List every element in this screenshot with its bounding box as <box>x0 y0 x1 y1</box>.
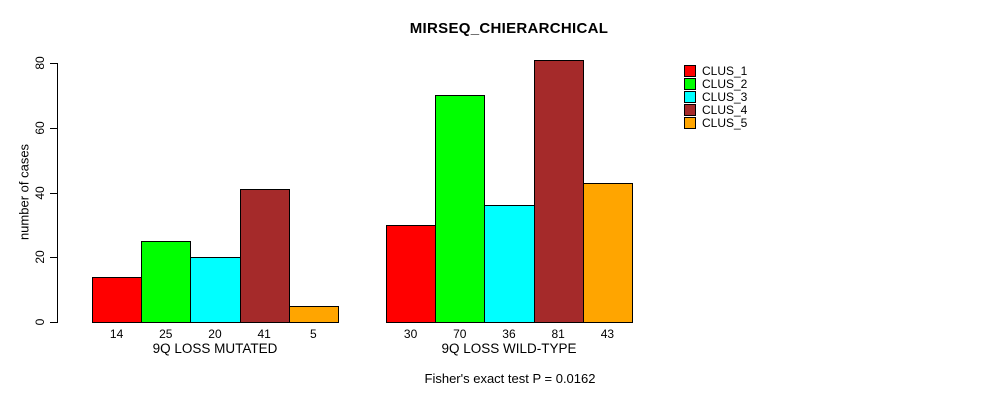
x-group-label: 9Q LOSS MUTATED <box>152 341 278 356</box>
y-axis-tick <box>50 192 57 194</box>
legend-label: CLUS_2 <box>702 76 748 91</box>
legend-label: CLUS_4 <box>702 103 748 118</box>
legend-label: CLUS_1 <box>702 63 748 78</box>
legend-label: CLUS_5 <box>702 116 748 131</box>
legend-item-clus_4: CLUS_4 <box>684 103 748 118</box>
legend-swatch-clus_4 <box>684 104 696 117</box>
y-axis-tick <box>50 63 57 64</box>
bar-clus_3-group1 <box>190 257 241 323</box>
chart-title: MIRSEQ_CHIERARCHICAL <box>409 20 609 37</box>
y-axis-tick-label: 60 <box>33 121 47 135</box>
legend-swatch-clus_3 <box>684 90 696 103</box>
bar-value-label: 5 <box>310 327 317 341</box>
legend-item-clus_3: CLUS_3 <box>684 89 748 104</box>
fisher-test-note: Fisher's exact test P = 0.0162 <box>424 371 596 386</box>
bar-clus_4-group2 <box>533 59 584 323</box>
bar-clus_4-group1 <box>239 189 290 323</box>
bar-clus_2-group1 <box>141 241 192 323</box>
bar-clus_1-group2 <box>386 224 437 323</box>
legend: CLUS_1 CLUS_2 CLUS_3 CLUS_4 CLUS_5 <box>684 64 747 130</box>
y-axis-tick-label: 40 <box>33 185 47 200</box>
bar-value-label: 41 <box>257 327 271 341</box>
y-axis-tick <box>50 127 57 129</box>
y-axis-tick-label: 0 <box>33 318 47 326</box>
bar-clus_2-group2 <box>435 95 486 323</box>
legend-swatch-clus_5 <box>684 117 696 130</box>
bar-value-label: 30 <box>403 327 418 341</box>
legend-swatch-clus_1 <box>684 64 696 77</box>
bar-value-label: 43 <box>600 327 615 341</box>
legend-item-clus_2: CLUS_2 <box>684 76 748 91</box>
legend-label: CLUS_3 <box>702 89 748 104</box>
bar-clus_3-group2 <box>484 205 535 323</box>
y-axis-tick <box>50 257 57 259</box>
bar-value-label: 14 <box>109 327 124 341</box>
bar-value-label: 70 <box>453 327 467 341</box>
y-axis-tick <box>50 322 57 323</box>
y-axis-tick-label: 20 <box>33 250 47 264</box>
bar-value-label: 20 <box>208 327 222 341</box>
legend-item-clus_1: CLUS_1 <box>684 63 748 78</box>
bar-value-label: 36 <box>502 327 516 341</box>
x-group-label: 9Q LOSS WILD-TYPE <box>441 341 577 356</box>
bar-clus_5-group1 <box>288 305 339 323</box>
bar-clus_1-group1 <box>92 276 143 323</box>
legend-item-clus_5: CLUS_5 <box>684 116 748 131</box>
y-axis-line <box>57 63 58 323</box>
legend-swatch-clus_2 <box>684 77 696 90</box>
y-axis-tick-label: 80 <box>33 56 47 70</box>
bar-value-label: 81 <box>551 327 565 341</box>
bar-clus_5-group2 <box>582 182 633 323</box>
bar-value-label: 25 <box>159 327 173 341</box>
